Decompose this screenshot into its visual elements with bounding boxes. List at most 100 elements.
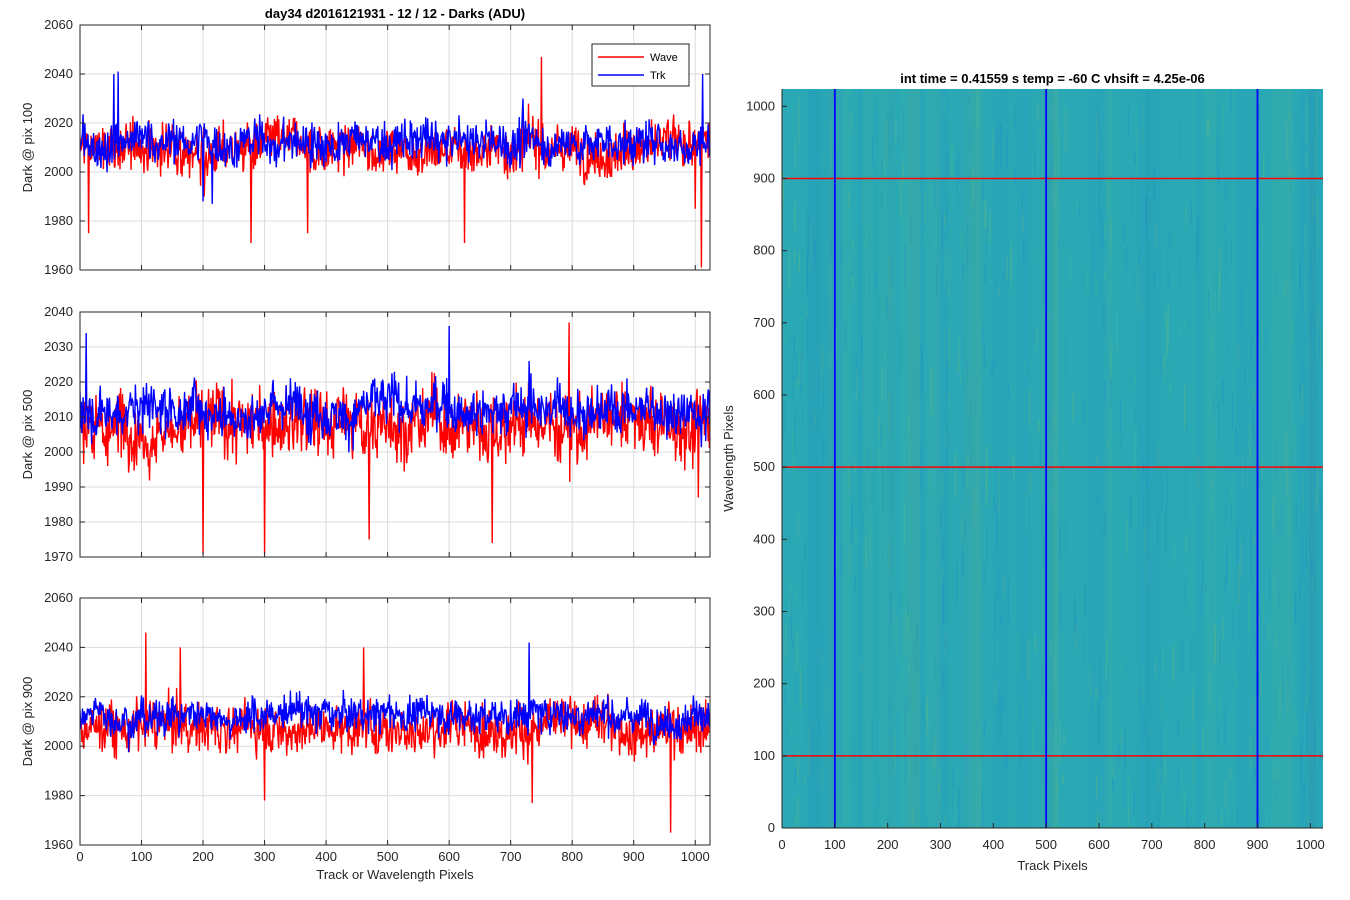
heatmap-streak — [962, 538, 964, 574]
heatmap-streak — [1217, 723, 1219, 745]
heatmap-streak — [809, 223, 811, 257]
heatmap-streak — [1319, 752, 1321, 763]
heatmap-streak — [983, 560, 985, 588]
heatmap-streak — [925, 231, 927, 247]
heatmap-streak — [1245, 399, 1247, 439]
heatmap-streak — [1000, 123, 1002, 170]
x-tick-label: 200 — [877, 837, 899, 852]
heatmap-streak — [1153, 267, 1155, 286]
heatmap-streak — [1142, 495, 1144, 527]
heatmap-streak — [944, 628, 946, 658]
heatmap-streak — [1305, 224, 1307, 270]
heatmap-band — [1145, 89, 1161, 828]
heatmap-streak — [1050, 106, 1052, 118]
heatmap-streak — [1231, 665, 1233, 681]
x-tick-label: 0 — [76, 849, 83, 864]
heatmap-streak — [967, 453, 969, 489]
heatmap-streak — [917, 823, 919, 828]
heatmap-streak — [904, 754, 906, 784]
heatmap-streak — [872, 132, 874, 167]
heatmap-streak — [945, 428, 947, 448]
heatmap-streak — [1247, 185, 1249, 204]
heatmap-streak — [1038, 419, 1040, 435]
heatmap-streak — [1065, 106, 1067, 151]
heatmap-streak — [993, 786, 995, 795]
heatmap-streak — [1266, 736, 1268, 753]
heatmap-streak — [1134, 152, 1136, 165]
x-tick-label: 900 — [623, 849, 645, 864]
heatmap-streak — [1285, 432, 1287, 471]
heatmap-streak — [961, 503, 963, 516]
x-tick-label: 700 — [500, 849, 522, 864]
heatmap-streak — [823, 439, 825, 459]
heatmap-streak — [944, 637, 946, 647]
heatmap-streak — [1014, 105, 1016, 129]
heatmap-streak — [1222, 99, 1224, 135]
heatmap-band — [1052, 89, 1057, 828]
heatmap-streak — [1037, 101, 1039, 122]
heatmap-streak — [986, 524, 988, 562]
heatmap-band — [961, 89, 966, 828]
heatmap-streak — [1107, 175, 1109, 214]
heatmap-streak — [1162, 649, 1164, 670]
heatmap-streak — [1131, 177, 1133, 218]
heatmap-streak — [1010, 242, 1012, 281]
heatmap-streak — [1065, 336, 1067, 380]
heatmap-streak — [1075, 623, 1077, 649]
heatmap-streak — [1224, 578, 1226, 591]
heatmap-streak — [981, 177, 983, 201]
heatmap-background — [782, 89, 1323, 828]
x-tick-label: 1000 — [1296, 837, 1325, 852]
heatmap-band — [1308, 89, 1323, 828]
heatmap-streak — [1160, 347, 1162, 370]
heatmap-streak — [1231, 822, 1233, 828]
heatmap-streak — [943, 578, 945, 627]
heatmap-streak — [985, 200, 987, 237]
heatmap-streak — [861, 334, 863, 354]
heatmap-streak — [797, 750, 799, 779]
heatmap-streak — [1261, 459, 1263, 478]
heatmap-streak — [1230, 503, 1232, 527]
heatmap-streak — [916, 626, 918, 674]
heatmap-streak — [852, 250, 854, 277]
heatmap-streak — [1120, 659, 1122, 673]
heatmap-streak — [1286, 468, 1288, 493]
heatmap-band — [1236, 89, 1248, 828]
y-tick-label: 1980 — [44, 788, 73, 803]
heatmap-streak — [942, 668, 944, 693]
heatmap-band — [927, 89, 941, 828]
y-tick-label: 1990 — [44, 479, 73, 494]
heatmap-streak — [1138, 265, 1140, 309]
heatmap-band — [963, 89, 981, 828]
y-tick-label: 1000 — [746, 98, 775, 113]
heatmap-band — [910, 89, 926, 828]
heatmap-streak — [1096, 811, 1098, 827]
heatmap-streak — [1158, 763, 1160, 797]
heatmap-streak — [1014, 167, 1016, 185]
heatmap-streak — [849, 547, 851, 573]
x-tick-label: 1000 — [681, 849, 710, 864]
heatmap-streak — [806, 316, 808, 357]
heatmap-streak — [1185, 532, 1187, 556]
heatmap-streak — [1213, 272, 1215, 291]
heatmap-streak — [1142, 103, 1144, 145]
heatmap-streak — [1291, 244, 1293, 284]
heatmap-streak — [855, 530, 857, 545]
heatmap-streak — [983, 722, 985, 740]
heatmap-streak — [795, 355, 797, 379]
heatmap-streak — [1249, 447, 1251, 460]
heatmap-streak — [825, 294, 827, 327]
x-axis-label: Track or Wavelength Pixels — [316, 867, 474, 882]
heatmap-streak — [791, 723, 793, 734]
heatmap-streak — [1172, 643, 1174, 682]
heatmap-streak — [1063, 731, 1065, 748]
heatmap-streak — [1075, 615, 1077, 645]
heatmap-streak — [912, 675, 914, 712]
heatmap-streak — [1078, 201, 1080, 217]
heatmap-streak — [1033, 123, 1035, 151]
heatmap-streak — [799, 348, 801, 384]
heatmap-streak — [1235, 426, 1237, 453]
heatmap-streak — [854, 576, 856, 591]
heatmap-streak — [926, 702, 928, 722]
heatmap-streak — [1235, 669, 1237, 692]
